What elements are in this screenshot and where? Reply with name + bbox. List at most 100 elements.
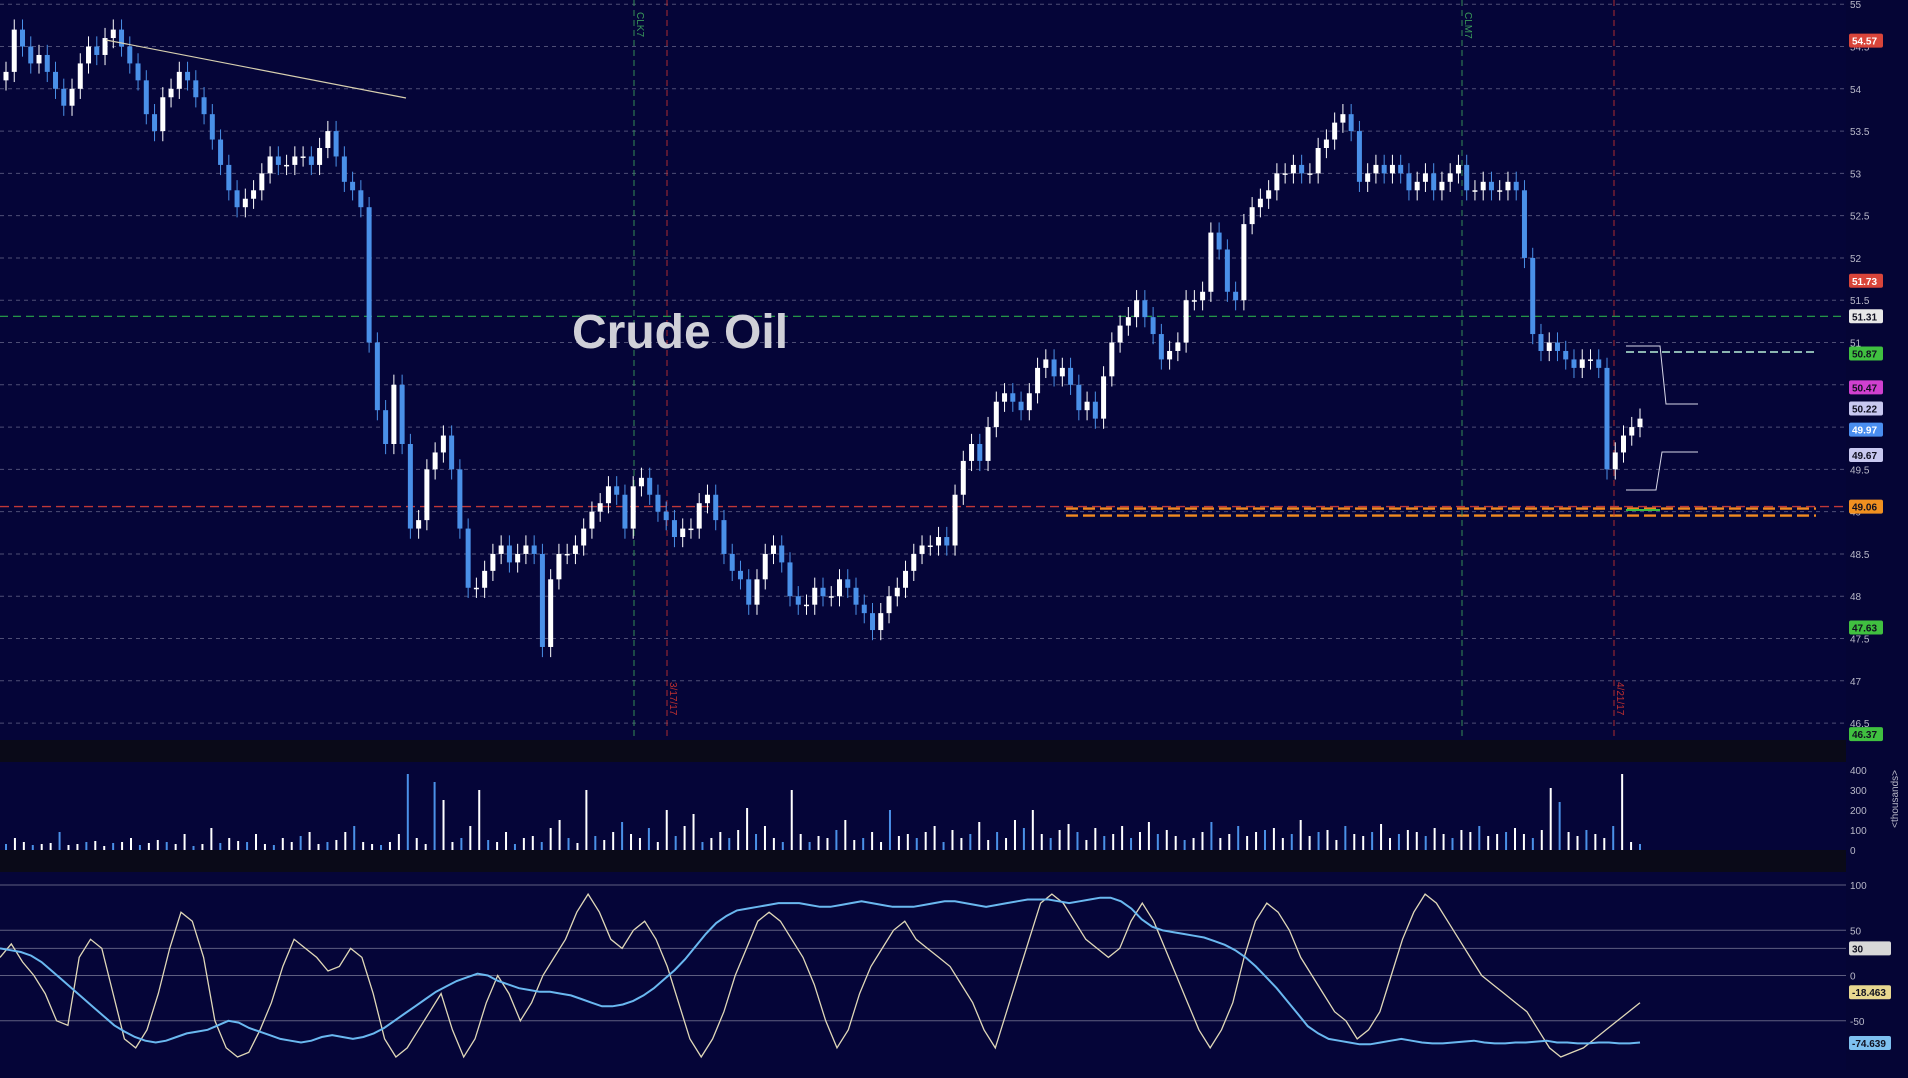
- volume-axis: 400 300 200 100 0 <thousands>: [1850, 766, 1901, 857]
- candle-body: [655, 494, 661, 512]
- candle-body: [729, 553, 735, 571]
- candle-body: [490, 553, 496, 571]
- candle-body: [374, 342, 380, 411]
- candle-body: [1216, 232, 1222, 250]
- candle-body: [1604, 367, 1610, 470]
- candle-body: [1323, 139, 1329, 148]
- candle-body: [209, 114, 215, 140]
- stochastic-tick-label: -50: [1850, 1017, 1865, 1028]
- candle-body: [1274, 173, 1280, 191]
- candle-body: [581, 528, 587, 546]
- candle-body: [506, 545, 512, 563]
- candle-body: [292, 156, 298, 165]
- stochastic-badge-label: -74.639: [1852, 1039, 1886, 1050]
- price-badge: [1849, 33, 1883, 48]
- candle-body: [440, 435, 446, 453]
- price-badge-label: 51.73: [1852, 277, 1877, 288]
- candle-body: [1158, 334, 1164, 360]
- candle-body: [449, 435, 455, 470]
- candle-body: [936, 537, 942, 546]
- volume-tick-label: 400: [1850, 766, 1867, 777]
- candle-body: [168, 88, 174, 98]
- candle-body: [1348, 114, 1354, 132]
- candle-body: [1464, 164, 1470, 191]
- stochastic-tick-label: 50: [1850, 926, 1862, 937]
- price-badge-label: 50.47: [1852, 383, 1877, 394]
- candle-body: [110, 29, 116, 39]
- candle-body: [1068, 367, 1074, 385]
- candle-body: [680, 528, 686, 538]
- candle-body: [1596, 359, 1602, 368]
- chart-title: Crude Oil: [572, 306, 788, 359]
- price-tick-label: 46.5: [1850, 719, 1870, 730]
- candle-body: [1183, 300, 1189, 343]
- candle-body: [556, 553, 562, 580]
- price-badge-label: 50.87: [1852, 350, 1877, 361]
- candle-body: [1422, 173, 1428, 182]
- candle-body: [762, 553, 768, 580]
- candle-body: [1530, 257, 1536, 335]
- projection-lower: [1626, 451, 1698, 491]
- candle-body: [903, 570, 909, 588]
- candle-body: [960, 460, 966, 495]
- candle-body: [1101, 376, 1107, 419]
- candle-body: [977, 444, 983, 461]
- candle-body: [1414, 181, 1420, 191]
- candle-body: [1241, 224, 1247, 301]
- candle-body: [127, 46, 133, 64]
- price-gridlines: [0, 3, 1846, 724]
- candle-body: [1447, 173, 1453, 182]
- candle-body: [737, 570, 743, 580]
- candle-body: [341, 156, 347, 182]
- candle-body: [185, 71, 191, 81]
- candle-body: [944, 537, 950, 546]
- candle-body: [1472, 190, 1478, 192]
- candle-body: [407, 444, 413, 529]
- price-badge-label: 54.57: [1852, 37, 1877, 48]
- stochastic-lines: [0, 884, 1846, 1059]
- stochastic-tick-label: 100: [1850, 881, 1867, 892]
- price-badge: [1849, 346, 1883, 361]
- candle-body: [1538, 334, 1544, 351]
- candle-body: [589, 511, 595, 529]
- candle-body: [1579, 359, 1585, 368]
- candle-body: [1332, 122, 1338, 140]
- candle-body: [1026, 393, 1032, 411]
- candle-body: [1488, 181, 1494, 191]
- candle-body: [1381, 164, 1387, 174]
- candle-body: [647, 477, 653, 495]
- candle-body: [135, 63, 141, 81]
- candle-body: [1266, 190, 1272, 199]
- candle-body: [424, 469, 430, 521]
- candle-body: [696, 503, 702, 529]
- candle-body: [622, 494, 628, 529]
- candle-body: [152, 114, 158, 132]
- candle-body: [1059, 367, 1065, 377]
- projection-upper: [1626, 345, 1698, 405]
- volume-tick-label: 100: [1850, 826, 1867, 837]
- candle-body: [1134, 300, 1140, 318]
- price-badge-label: 46.37: [1852, 730, 1877, 741]
- candle-body: [465, 528, 471, 588]
- price-tick-label: 52: [1850, 254, 1862, 265]
- candle-body: [1340, 114, 1346, 123]
- candle-body: [787, 562, 793, 597]
- price-badge: [1849, 620, 1883, 635]
- candle-body: [515, 553, 521, 563]
- candle-body: [853, 587, 859, 605]
- candle-body: [1571, 359, 1577, 368]
- candle-body: [399, 384, 405, 444]
- candle-body: [803, 604, 809, 607]
- candle-body: [350, 181, 356, 191]
- candle-body: [1043, 359, 1049, 368]
- candle-body: [927, 545, 933, 547]
- candle-body: [143, 80, 149, 115]
- candle-body: [614, 486, 620, 495]
- vertical-marker-label: 4/21/17: [1614, 682, 1625, 716]
- price-tick-label: 54.5: [1850, 43, 1870, 54]
- candle-body: [193, 80, 199, 98]
- candle-body: [870, 613, 876, 631]
- candle-body: [383, 410, 389, 444]
- candle-body: [1365, 173, 1371, 182]
- candle-body: [1191, 300, 1197, 302]
